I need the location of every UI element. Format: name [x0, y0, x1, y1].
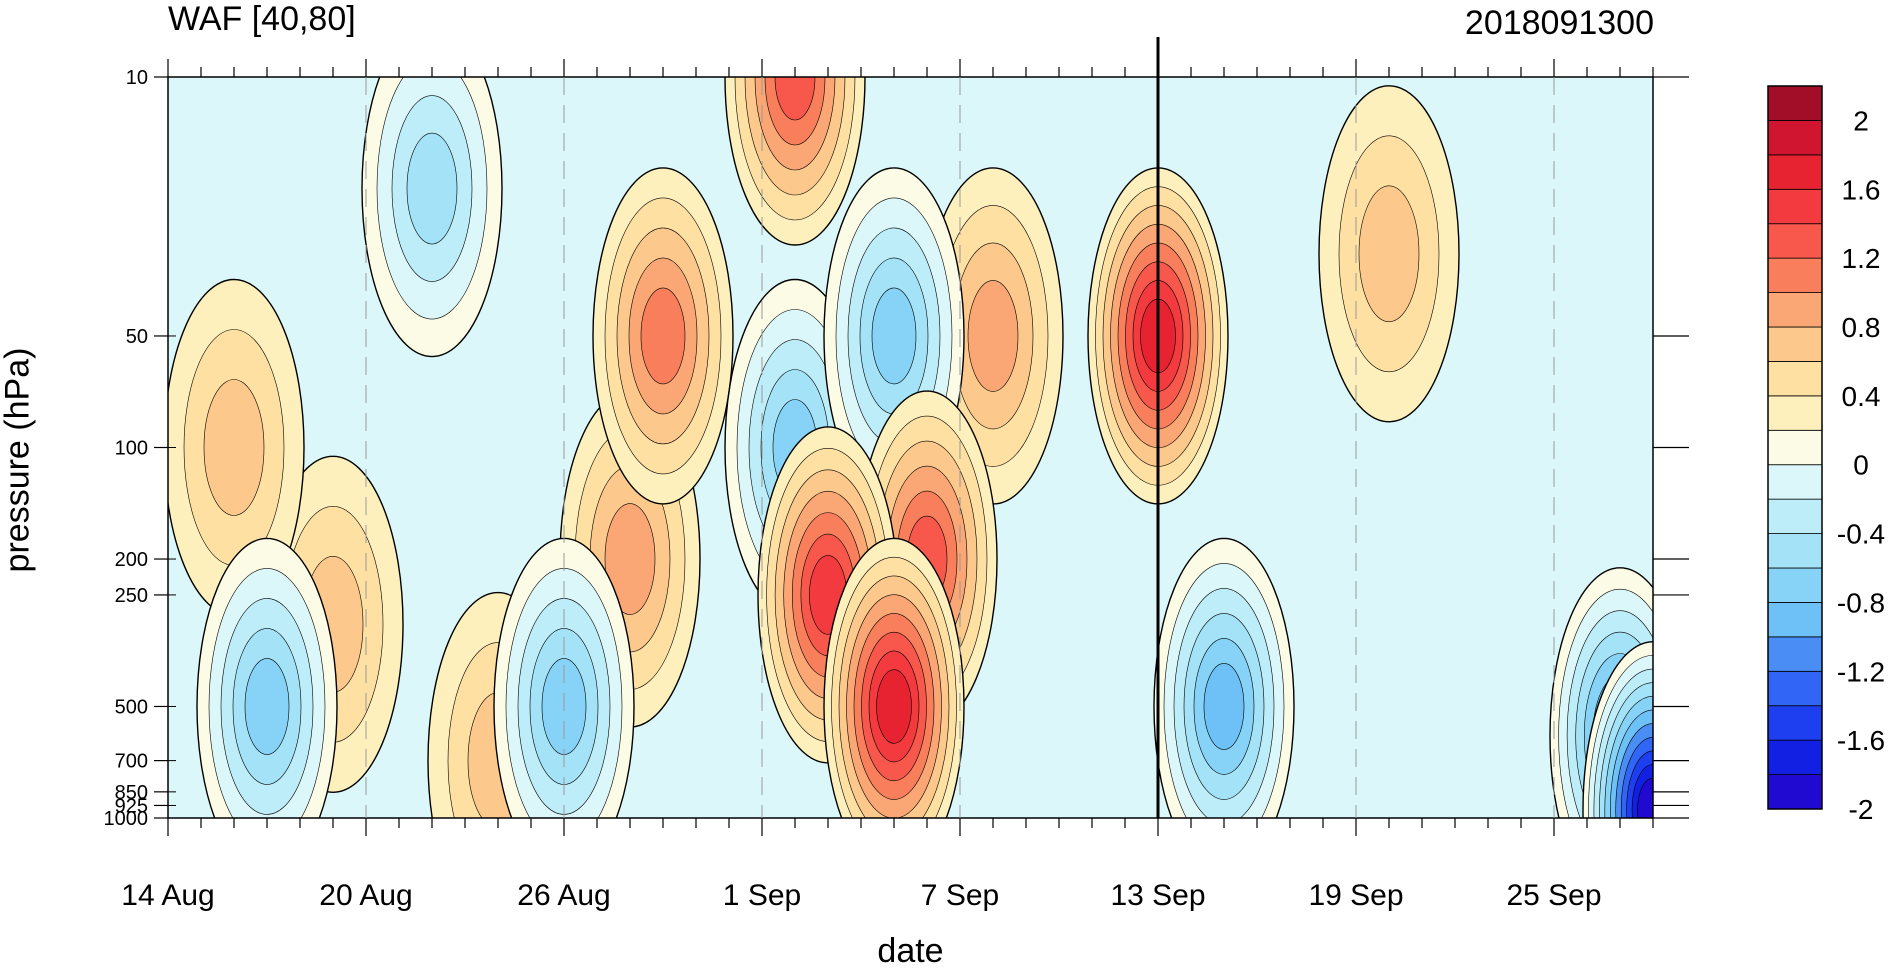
y-tick-label: 700 — [115, 751, 148, 773]
contour-level — [1637, 777, 1653, 818]
colorbar-swatch — [1767, 774, 1823, 810]
y-tick-label: 10 — [126, 67, 148, 89]
contour-feature — [493, 537, 635, 818]
colorbar-swatch — [1767, 636, 1823, 672]
chart-subtitle: 2018091300 — [1464, 4, 1654, 42]
colorbar-label: 0.8 — [1842, 312, 1881, 343]
colorbar-swatch — [1767, 533, 1823, 569]
x-axis: 14 Aug 20 Aug 26 Aug 1 Sep 7 Sep 13 Sep 19 Sep… — [121, 59, 1654, 912]
colorbar-label: -0.4 — [1837, 519, 1885, 550]
contour-feature — [168, 278, 305, 617]
colorbar-swatch — [1767, 292, 1823, 328]
colorbar-swatch — [1767, 188, 1823, 225]
colorbar-label: 0.4 — [1842, 381, 1881, 412]
contour-feature — [823, 537, 965, 818]
colorbar-swatch — [1767, 567, 1823, 603]
contour-feature — [1318, 85, 1460, 423]
contour-level — [774, 77, 816, 121]
colorbar-swatch — [1767, 361, 1823, 397]
contour-feature — [361, 77, 503, 358]
colorbar-label: -0.8 — [1837, 587, 1885, 618]
colorbar-label: -2 — [1849, 794, 1874, 825]
colorbar-frame — [1767, 85, 1823, 810]
colorbar: 2 1.6 1.2 0.8 0.4 0 -0.4 -0.8 -1.2 -1.6 -2 — [1767, 85, 1885, 825]
y-tick-label: 500 — [115, 696, 148, 718]
x-tick-label: 20 Aug — [319, 879, 412, 912]
x-axis-label: date — [877, 932, 944, 970]
y-tick-label: 200 — [115, 549, 148, 571]
contour-level — [640, 287, 686, 385]
x-tick-label: 14 Aug — [121, 879, 214, 912]
colorbar-swatch — [1767, 326, 1823, 362]
contour-feature — [592, 167, 734, 505]
colorbar-swatch — [1767, 670, 1823, 707]
chart-title: WAF [40,80] — [168, 0, 356, 38]
x-tick-label: 19 Sep — [1308, 879, 1403, 912]
y-tick-label: 850 — [115, 782, 148, 804]
colorbar-label: 0 — [1853, 450, 1869, 481]
colorbar-swatch — [1767, 429, 1823, 466]
contour-feature — [1582, 641, 1653, 818]
colorbar-swatch — [1767, 602, 1823, 638]
colorbar-label: 1.2 — [1842, 243, 1881, 274]
colorbar-label: -1.2 — [1837, 656, 1885, 687]
contour-feature — [1153, 537, 1295, 818]
contour-level — [244, 658, 290, 755]
colorbar-swatch — [1767, 120, 1823, 156]
contour-level — [1358, 185, 1420, 323]
contour-level — [967, 280, 1019, 392]
contour-level — [876, 669, 912, 744]
y-tick-label: 50 — [126, 326, 148, 348]
contour-level — [406, 132, 458, 245]
colorbar-label: -1.6 — [1837, 725, 1885, 756]
colorbar-swatch — [1767, 464, 1823, 500]
colorbar-swatch — [1767, 85, 1823, 121]
x-tick-label: 7 Sep — [921, 879, 999, 912]
contour-field — [168, 77, 1653, 818]
contour-feature — [724, 77, 866, 246]
x-tick-label: 1 Sep — [723, 879, 801, 912]
contour-level — [203, 379, 265, 516]
contour-level — [604, 503, 656, 615]
date-gridlines — [365, 37, 1555, 818]
x-tick-label: 26 Aug — [517, 879, 610, 912]
x-tick-label: 13 Sep — [1110, 879, 1205, 912]
colorbar-swatch — [1767, 223, 1823, 259]
contour-level — [871, 287, 917, 385]
y-tick-label: 250 — [115, 585, 148, 607]
colorbar-swatch — [1767, 705, 1823, 741]
colorbar-label: 1.6 — [1842, 174, 1881, 205]
colorbar-swatch — [1767, 498, 1823, 534]
x-tick-label: 25 Sep — [1506, 879, 1601, 912]
contour-feature — [196, 537, 338, 818]
colorbar-swatch — [1767, 257, 1823, 293]
colorbar-swatch — [1767, 154, 1823, 190]
colorbar-label: 2 — [1853, 105, 1869, 136]
y-tick-label: 1000 — [104, 808, 149, 830]
plot-area — [168, 77, 1653, 818]
colorbar-swatch — [1767, 395, 1823, 431]
colorbar-swatch — [1767, 739, 1823, 775]
y-tick-label: 925 — [115, 795, 148, 817]
y-tick-label: 100 — [115, 438, 148, 460]
contour-level — [1203, 663, 1245, 750]
